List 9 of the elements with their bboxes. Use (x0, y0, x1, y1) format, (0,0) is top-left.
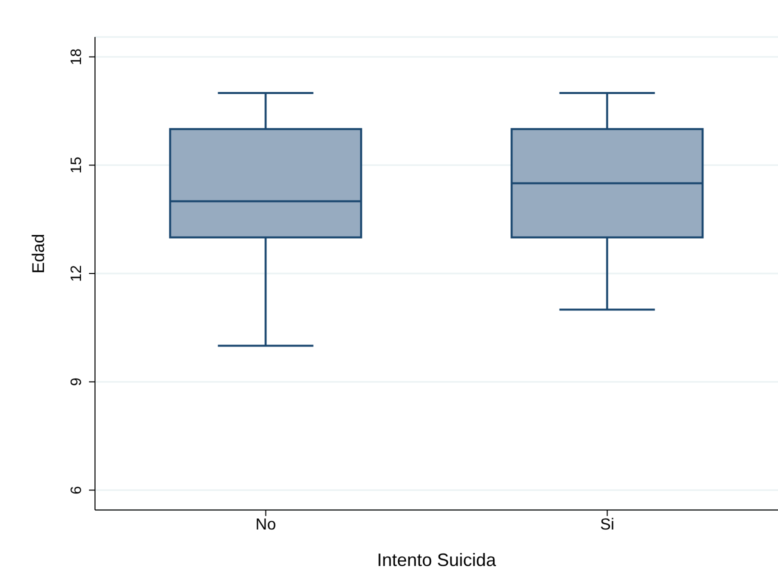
y-tick-label: 6 (68, 486, 85, 494)
y-tick-label: 12 (68, 265, 85, 282)
y-tick-label: 18 (68, 48, 85, 66)
x-tick-label: No (256, 516, 276, 534)
y-axis-title: Edad (29, 234, 48, 274)
y-tick-label: 9 (68, 378, 85, 386)
y-tick-label: 15 (68, 156, 85, 174)
x-axis-title: Intento Suicida (376, 550, 498, 570)
x-tick-label: Si (600, 516, 614, 534)
